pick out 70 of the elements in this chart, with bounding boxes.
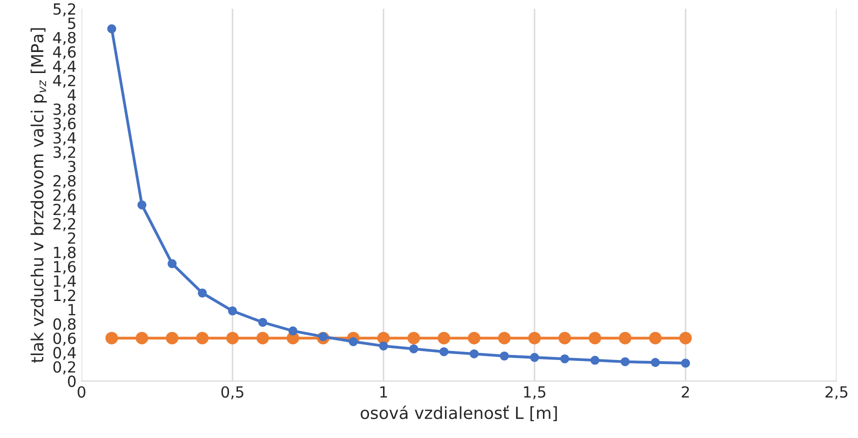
y-tick-label: 4 xyxy=(68,89,76,100)
y-tick-label: 2 xyxy=(68,232,76,244)
point xyxy=(136,332,148,344)
y-tick-label: 3 xyxy=(68,160,76,172)
point xyxy=(439,347,448,356)
y-tick-label: 1,4 xyxy=(54,275,76,288)
y-axis-title: tlak vzduchu v brzdovom valci p$_{vz}$ [MPa] xyxy=(30,28,47,363)
point xyxy=(560,354,570,364)
y-tick-label: 3,4 xyxy=(54,132,76,146)
x-tick-label: 1,5 xyxy=(524,386,546,400)
point xyxy=(649,332,662,344)
x-tick-label: 0 xyxy=(78,386,86,398)
point xyxy=(407,332,420,344)
point xyxy=(379,341,388,350)
point xyxy=(228,306,238,316)
point xyxy=(438,332,450,344)
y-tick-label: 0,8 xyxy=(53,318,76,332)
point xyxy=(500,351,509,361)
point xyxy=(348,337,358,346)
point xyxy=(470,349,479,358)
point xyxy=(256,332,269,344)
y-tick-label: 0,2 xyxy=(53,361,76,374)
y-tick-label: 3,8 xyxy=(54,103,76,117)
y-tick-label: 0,6 xyxy=(53,332,76,346)
point xyxy=(137,200,146,210)
point xyxy=(409,344,418,354)
y-tick-label: 0,4 xyxy=(53,346,76,360)
y-tick-label: 2,2 xyxy=(53,218,76,232)
x-tick-label: 2 xyxy=(682,386,689,398)
x-tick-label: 2,5 xyxy=(826,386,848,400)
point xyxy=(258,318,268,327)
y-tick-label: 1,2 xyxy=(54,290,76,303)
x-axis-title: osová vzdialenosť L [m] xyxy=(360,405,557,422)
point xyxy=(107,24,116,34)
point xyxy=(288,326,298,336)
point xyxy=(498,332,511,344)
point xyxy=(226,332,239,344)
y-tick-label: 4,8 xyxy=(53,32,76,45)
y-tick-label: 3,2 xyxy=(54,146,76,160)
point xyxy=(528,332,541,344)
point xyxy=(558,332,571,344)
x-tick-label: 0,5 xyxy=(221,386,244,400)
point xyxy=(105,332,118,344)
point xyxy=(530,352,540,362)
y-tick-label: 4,4 xyxy=(53,60,76,74)
point xyxy=(468,332,480,344)
point xyxy=(166,332,178,344)
point xyxy=(679,332,692,344)
y-tick-label: 2,4 xyxy=(53,204,76,217)
y-tick-label: 1,6 xyxy=(54,260,76,274)
y-tick-label: 4,6 xyxy=(53,46,76,60)
y-tick-label: 5,2 xyxy=(54,3,76,16)
y-tick-label: 5 xyxy=(68,18,76,30)
y-tick-label: 4,2 xyxy=(53,74,76,88)
point xyxy=(650,358,660,367)
y-tick-label: 1,8 xyxy=(54,246,76,260)
point xyxy=(618,332,632,344)
point xyxy=(588,332,602,344)
y-tick-label: 2,8 xyxy=(53,175,76,188)
y-tick-label: 2,6 xyxy=(53,189,76,202)
point xyxy=(681,358,690,368)
y-tick-label: 1 xyxy=(68,304,76,316)
y-tick-label: 0 xyxy=(68,376,76,388)
y-tick-label: 3,6 xyxy=(54,118,76,131)
x-tick-label: 1 xyxy=(380,386,387,398)
point xyxy=(198,288,207,298)
point xyxy=(168,259,177,268)
point xyxy=(620,357,630,366)
point xyxy=(196,332,209,344)
point xyxy=(590,356,600,365)
